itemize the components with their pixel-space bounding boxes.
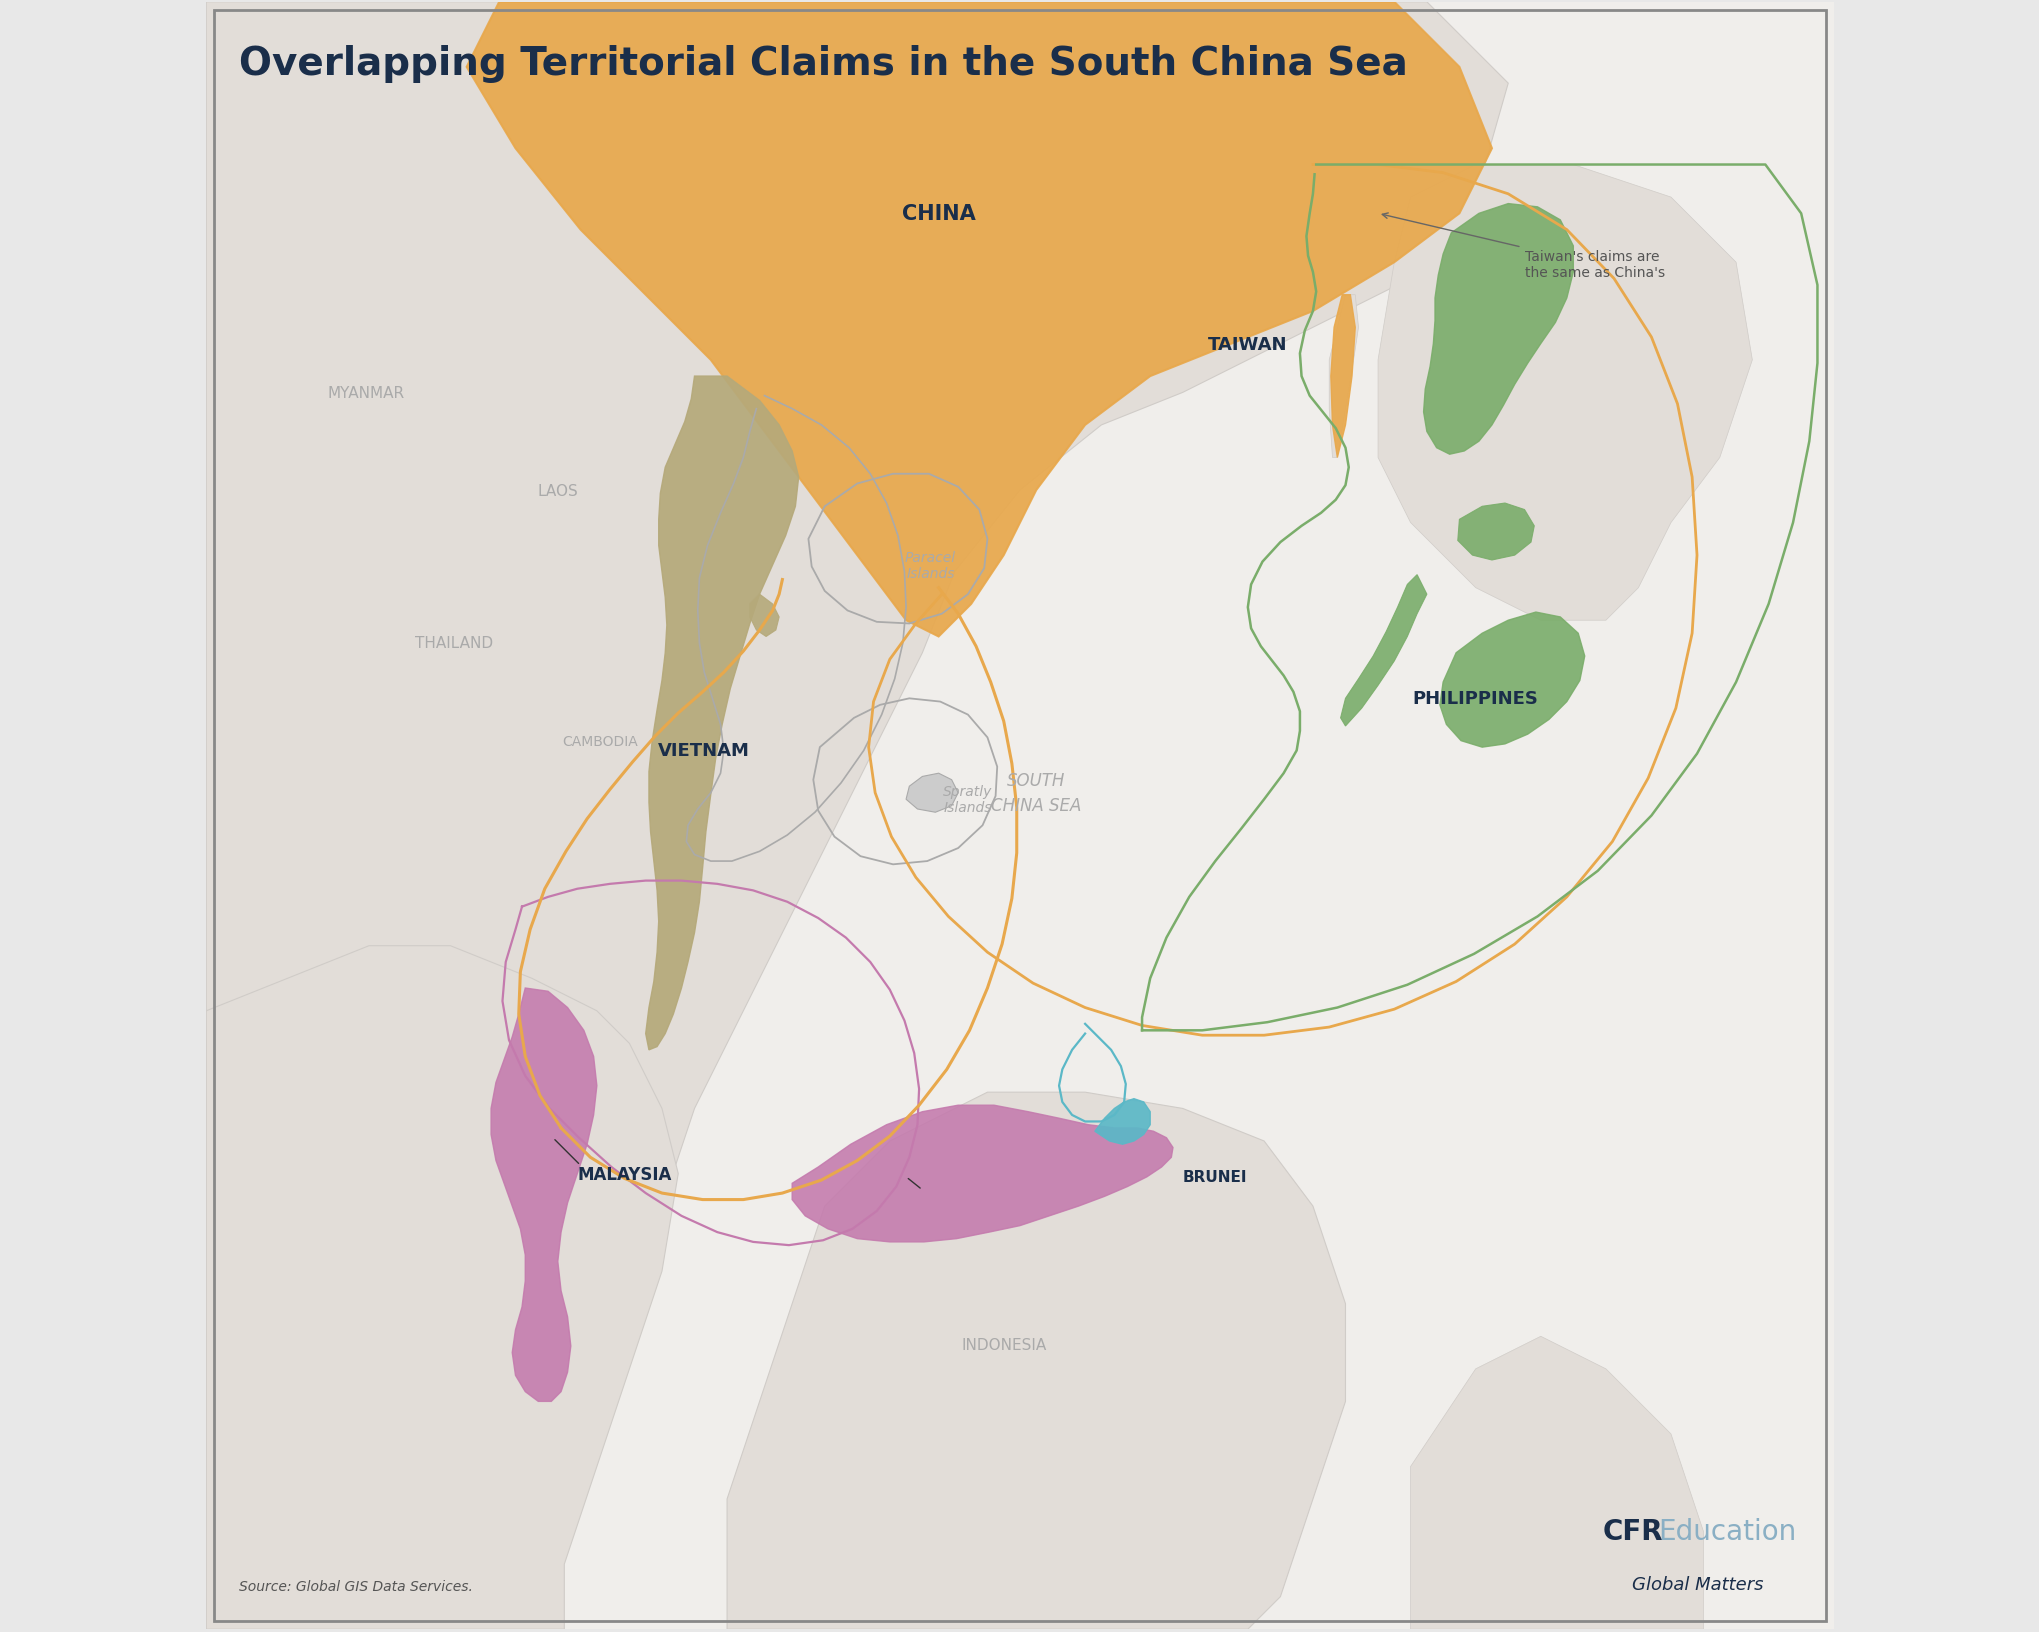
Text: BRUNEI: BRUNEI <box>1183 1170 1246 1185</box>
Text: THAILAND: THAILAND <box>414 636 493 651</box>
Text: VIETNAM: VIETNAM <box>659 743 750 761</box>
Polygon shape <box>206 947 677 1629</box>
Polygon shape <box>726 1092 1346 1629</box>
Polygon shape <box>1095 1098 1150 1144</box>
Text: Taiwan's claims are
the same as China's: Taiwan's claims are the same as China's <box>1382 214 1664 281</box>
Text: Spratly
Islands: Spratly Islands <box>942 785 993 814</box>
Polygon shape <box>1440 612 1584 747</box>
Text: MALAYSIA: MALAYSIA <box>577 1165 671 1183</box>
Text: Source: Global GIS Data Services.: Source: Global GIS Data Services. <box>239 1580 473 1593</box>
Polygon shape <box>646 377 799 1051</box>
Polygon shape <box>1409 1337 1703 1629</box>
Polygon shape <box>206 3 1507 1629</box>
Polygon shape <box>1340 576 1425 726</box>
Polygon shape <box>1329 295 1354 459</box>
Text: SOUTH
CHINA SEA: SOUTH CHINA SEA <box>991 772 1081 814</box>
Text: INDONESIA: INDONESIA <box>960 1337 1046 1351</box>
Text: PHILIPPINES: PHILIPPINES <box>1413 690 1537 708</box>
Text: MYANMAR: MYANMAR <box>326 385 404 400</box>
Polygon shape <box>750 594 779 636</box>
Text: CFR: CFR <box>1603 1516 1662 1544</box>
Polygon shape <box>1378 165 1752 620</box>
Text: Education: Education <box>1658 1516 1794 1544</box>
Polygon shape <box>1423 204 1572 455</box>
Text: Paracel
Islands: Paracel Islands <box>905 550 956 581</box>
Polygon shape <box>791 1105 1172 1242</box>
Text: TAIWAN: TAIWAN <box>1207 335 1287 353</box>
Polygon shape <box>1329 295 1358 459</box>
Text: CHINA: CHINA <box>901 204 975 224</box>
Polygon shape <box>491 989 597 1402</box>
Polygon shape <box>467 3 1491 636</box>
Polygon shape <box>905 774 958 813</box>
Text: Global Matters: Global Matters <box>1631 1575 1762 1593</box>
Text: LAOS: LAOS <box>536 483 577 498</box>
Text: Overlapping Territorial Claims in the South China Sea: Overlapping Territorial Claims in the So… <box>239 46 1407 83</box>
Polygon shape <box>1458 504 1533 561</box>
Polygon shape <box>206 3 1833 1629</box>
Text: CAMBODIA: CAMBODIA <box>563 734 638 747</box>
